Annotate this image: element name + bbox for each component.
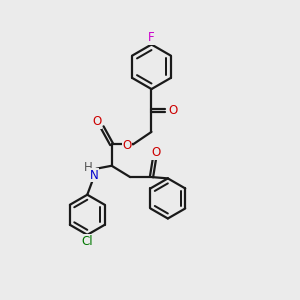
Text: H: H [83,161,92,174]
Text: F: F [148,32,155,44]
Text: O: O [122,139,132,152]
Text: Cl: Cl [82,235,93,248]
Text: O: O [169,104,178,117]
Text: N: N [89,169,98,182]
Text: O: O [151,146,160,159]
Text: O: O [92,115,101,128]
